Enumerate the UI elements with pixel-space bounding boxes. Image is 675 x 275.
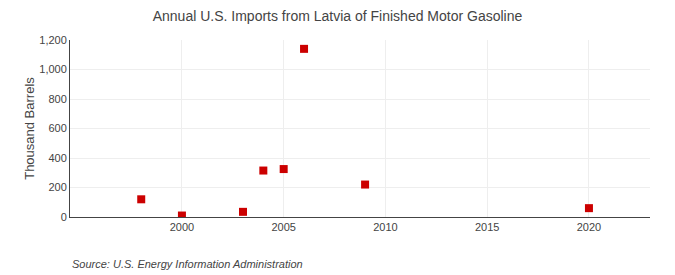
svg-text:1,000: 1,000 (39, 63, 67, 75)
svg-text:800: 800 (48, 93, 66, 105)
svg-text:200: 200 (48, 181, 66, 193)
svg-text:Annual U.S. Imports from Latvi: Annual U.S. Imports from Latvia of Finis… (153, 8, 523, 24)
svg-text:2000: 2000 (170, 221, 194, 233)
svg-text:400: 400 (48, 152, 66, 164)
svg-text:2005: 2005 (271, 221, 295, 233)
svg-text:2020: 2020 (577, 221, 601, 233)
svg-text:2010: 2010 (373, 221, 397, 233)
svg-text:600: 600 (48, 122, 66, 134)
svg-text:2015: 2015 (475, 221, 499, 233)
svg-text:1,200: 1,200 (39, 34, 67, 46)
svg-text:Source: U.S. Energy Informatio: Source: U.S. Energy Information Administ… (72, 258, 303, 270)
svg-text:0: 0 (61, 211, 67, 223)
svg-text:Thousand Barrels: Thousand Barrels (22, 77, 37, 180)
